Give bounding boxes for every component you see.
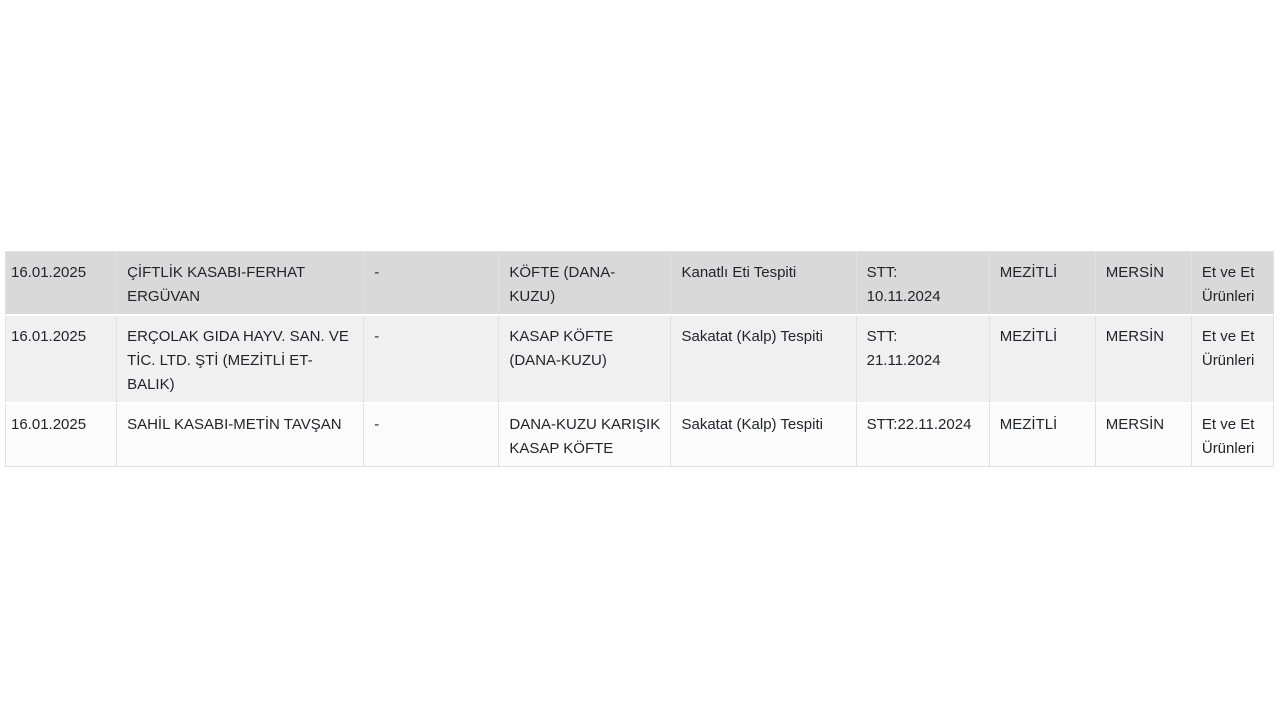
cell-province: MERSİN: [1095, 251, 1192, 316]
cell-brand: -: [364, 316, 500, 404]
inspection-results-table-container: 16.01.2025 ÇİFTLİK KASABI-FERHAT ERGÜVAN…: [5, 251, 1274, 467]
cell-category: Et ve Et Ürünleri: [1191, 251, 1274, 316]
cell-stt-date: STT: 10.11.2024: [856, 251, 990, 316]
cell-finding: Sakatat (Kalp) Tespiti: [671, 404, 857, 467]
cell-brand: -: [364, 251, 500, 316]
cell-district: MEZİTLİ: [989, 316, 1096, 404]
table-row: 16.01.2025 ERÇOLAK GIDA HAYV. SAN. VE Tİ…: [5, 316, 1274, 404]
cell-brand: -: [364, 404, 500, 467]
table-row: 16.01.2025 ÇİFTLİK KASABI-FERHAT ERGÜVAN…: [5, 251, 1274, 316]
cell-inspection-date: 16.01.2025: [5, 251, 118, 316]
cell-province: MERSİN: [1095, 316, 1192, 404]
cell-category: Et ve Et Ürünleri: [1191, 404, 1274, 467]
cell-stt-date: STT: 21.11.2024: [856, 316, 990, 404]
cell-inspection-date: 16.01.2025: [5, 404, 118, 467]
cell-firm-name: ERÇOLAK GIDA HAYV. SAN. VE TİC. LTD. ŞTİ…: [117, 316, 365, 404]
cell-firm-name: SAHİL KASABI-METİN TAVŞAN: [117, 404, 365, 467]
cell-product: DANA-KUZU KARIŞIK KASAP KÖFTE: [499, 404, 672, 467]
inspection-results-table: 16.01.2025 ÇİFTLİK KASABI-FERHAT ERGÜVAN…: [5, 251, 1274, 467]
cell-product: KASAP KÖFTE (DANA-KUZU): [499, 316, 672, 404]
cell-firm-name: ÇİFTLİK KASABI-FERHAT ERGÜVAN: [117, 251, 365, 316]
cell-finding: Kanatlı Eti Tespiti: [671, 251, 857, 316]
cell-inspection-date: 16.01.2025: [5, 316, 118, 404]
cell-category: Et ve Et Ürünleri: [1191, 316, 1274, 404]
cell-stt-date: STT:22.11.2024: [856, 404, 990, 467]
cell-district: MEZİTLİ: [989, 404, 1096, 467]
table-row: 16.01.2025 SAHİL KASABI-METİN TAVŞAN - D…: [5, 404, 1274, 467]
cell-province: MERSİN: [1095, 404, 1192, 467]
cell-finding: Sakatat (Kalp) Tespiti: [671, 316, 857, 404]
cell-product: KÖFTE (DANA-KUZU): [499, 251, 672, 316]
cell-district: MEZİTLİ: [989, 251, 1096, 316]
